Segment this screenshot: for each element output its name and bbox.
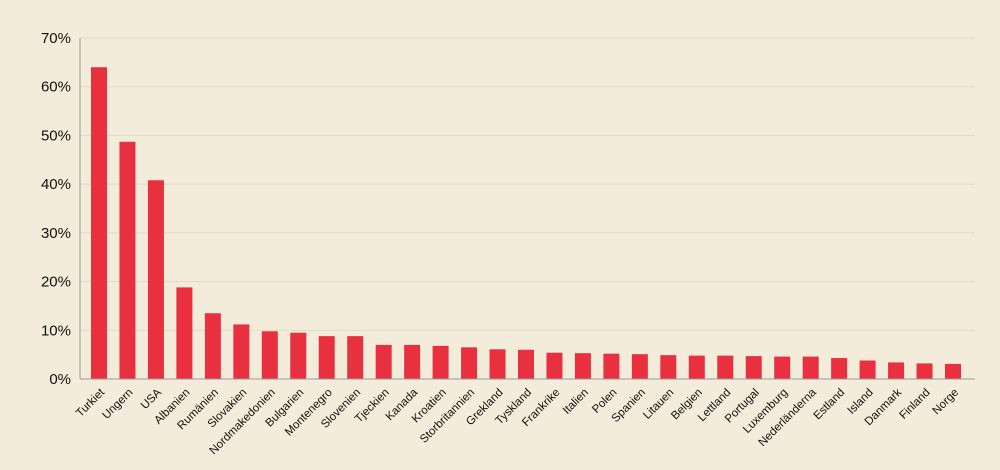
bar-tyskland (518, 349, 534, 379)
bars (91, 67, 961, 379)
bar-luxemburg (774, 356, 791, 379)
y-tick-labels: 0% 10% 20% 30% 40% 50% 60% 70% (41, 30, 71, 388)
x-category-label: Italien (561, 387, 591, 417)
bar-slovakien (233, 324, 250, 379)
y-tick-label: 10% (41, 322, 71, 339)
x-category-label: Ungern (100, 387, 135, 422)
bar-lettland (717, 355, 734, 379)
y-tick-label: 20% (41, 274, 71, 291)
y-tick-label: 60% (41, 79, 71, 96)
bar-italien (574, 353, 591, 379)
y-tick-label: 70% (41, 30, 71, 47)
bar-spanien (631, 354, 648, 379)
bar-montenegro (318, 336, 335, 379)
y-tick-label: 30% (41, 225, 71, 242)
bar-ungern (119, 141, 136, 379)
bar-nederländerna (802, 356, 819, 379)
bar-grekland (489, 349, 506, 379)
x-category-label: Estland (812, 387, 848, 423)
x-category-label: USA (139, 386, 164, 411)
bar-finland (916, 363, 933, 379)
bar-frankrike (546, 352, 563, 379)
bar-norge (945, 363, 961, 379)
bar-litauen (660, 355, 677, 379)
bar-kroatien (432, 345, 449, 379)
bar-tjeckien (375, 344, 392, 379)
y-tick-label: 50% (41, 127, 71, 144)
bar-polen (603, 353, 620, 379)
bar-kanada (404, 344, 421, 379)
bar-slovenien (347, 336, 364, 379)
bar-portugal (745, 356, 762, 379)
bar-usa (147, 180, 164, 379)
y-tick-label: 0% (49, 371, 71, 388)
x-category-label: Norge (930, 387, 961, 418)
bar-danmark (888, 362, 905, 379)
x-category-label: Finland (897, 387, 932, 422)
bar-belgien (688, 355, 705, 379)
bar-albanien (176, 287, 193, 379)
gridlines (80, 37, 975, 331)
bar-rumänien (204, 313, 221, 379)
y-tick-label: 40% (41, 176, 71, 193)
bar-turkiet (91, 67, 107, 379)
bar-storbritannien (461, 347, 478, 379)
bar-estland (831, 358, 848, 379)
bar-bulgarien (290, 332, 307, 379)
bar-nordmakedonien (261, 331, 278, 379)
bar-island (859, 360, 876, 379)
